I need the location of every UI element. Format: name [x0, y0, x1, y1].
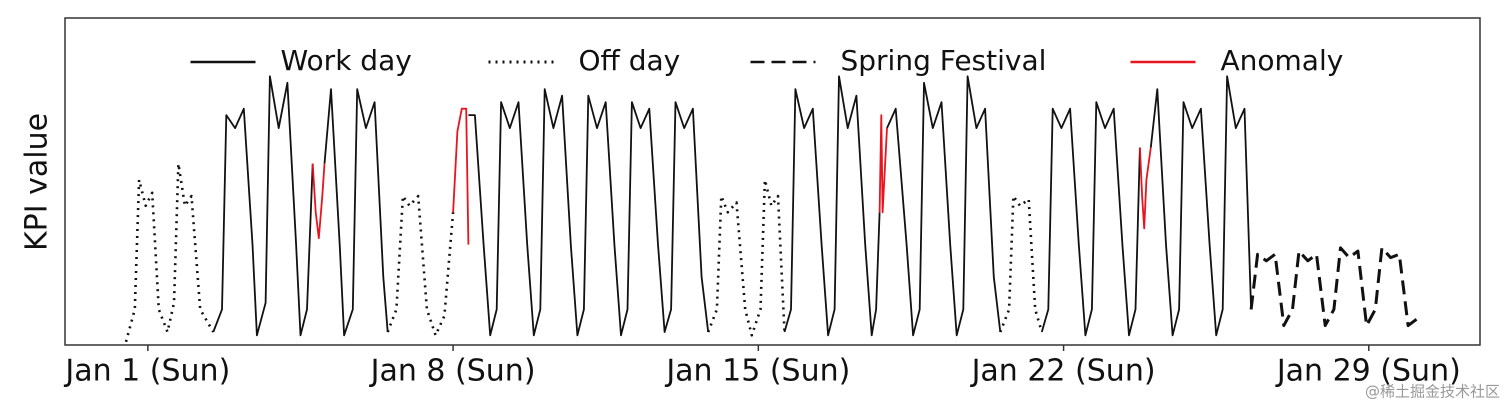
legend-label: Off day — [579, 44, 681, 77]
series-line — [124, 162, 1044, 343]
plot-frame — [64, 17, 1481, 346]
x-tick-label: Jan 29 (Sun) — [1275, 354, 1461, 389]
x-tick-label: Jan 1 (Sun) — [63, 354, 230, 389]
series-line — [311, 107, 1152, 245]
y-axis-label: KPI value — [20, 113, 55, 251]
x-tick-label: Jan 8 (Sun) — [369, 354, 536, 389]
legend-label: Anomaly — [1221, 44, 1344, 77]
x-tick-label: Jan 22 (Sun) — [970, 354, 1156, 389]
series-line — [1249, 246, 1418, 328]
watermark: @稀土掘金技术社区 — [1365, 383, 1500, 401]
series-line — [212, 75, 1252, 337]
x-tick-label: Jan 15 (Sun) — [664, 354, 850, 389]
legend-label: Spring Festival — [841, 44, 1047, 77]
legend-label: Work day — [281, 44, 412, 77]
